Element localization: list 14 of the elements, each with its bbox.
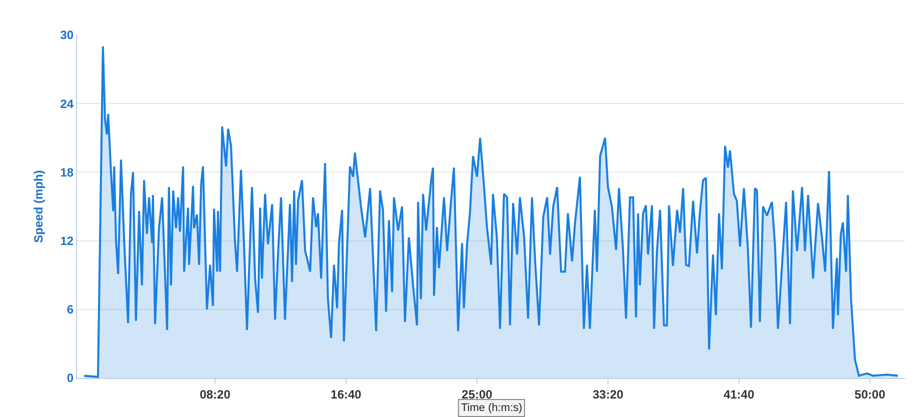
x-tick-label: 33:20 <box>592 387 624 402</box>
x-axis-title: Time (h:m:s) <box>461 402 522 414</box>
x-tick-label: 16:40 <box>330 387 362 402</box>
y-tick-label: 6 <box>66 302 74 317</box>
y-tick-label: 0 <box>66 371 74 386</box>
x-tick-label: 08:20 <box>200 387 231 402</box>
y-tick-label: 30 <box>60 28 74 42</box>
y-tick-label: 12 <box>60 234 74 248</box>
y-tick-label: 18 <box>60 165 74 180</box>
x-tick-label: 50:00 <box>854 387 886 402</box>
x-tick-label: 25:00 <box>462 387 493 402</box>
y-axis-title: Speed (mph) <box>32 170 46 243</box>
y-tick-label: 24 <box>60 96 74 111</box>
x-tick-label: 41:40 <box>724 387 755 402</box>
